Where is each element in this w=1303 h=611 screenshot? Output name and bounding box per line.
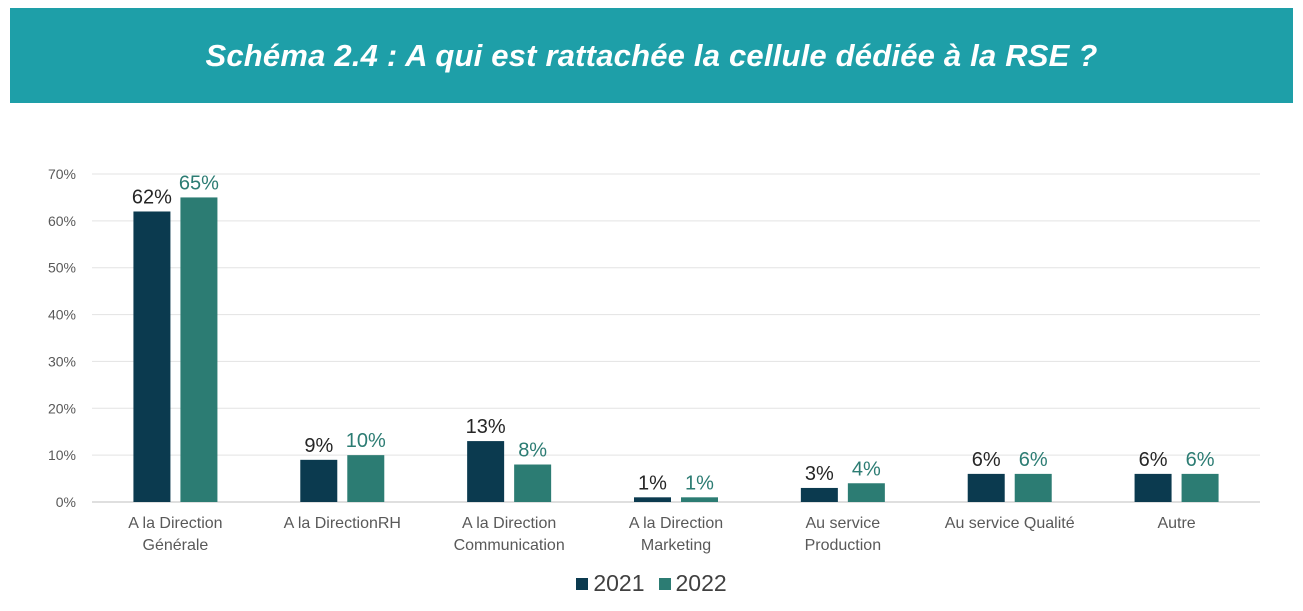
bar-2021: [967, 473, 1005, 502]
category-label: Communication: [454, 537, 565, 554]
legend-swatch-2022: [658, 577, 671, 590]
bar-2022: [681, 497, 718, 502]
category-label: Au service Qualité: [945, 515, 1075, 532]
bar-2021: [800, 487, 838, 502]
category-label: Générale: [143, 537, 209, 554]
data-label-2022: 8%: [518, 440, 547, 462]
data-label-2021: 62%: [132, 186, 172, 208]
legend-item-2021: 2021: [576, 570, 645, 597]
bar-2022: [180, 197, 218, 502]
y-tick-label: 0%: [56, 494, 76, 510]
bar-2021: [1134, 473, 1172, 502]
chart-title: Schéma 2.4 : A qui est rattachée la cell…: [205, 37, 1098, 73]
legend-swatch-2021: [576, 577, 589, 590]
legend-label-2021: 2021: [593, 570, 645, 596]
data-label-2021: 6%: [1139, 449, 1168, 471]
legend-item-2022: 2022: [658, 570, 727, 597]
data-label-2022: 65%: [179, 172, 219, 194]
y-tick-label: 70%: [48, 166, 76, 182]
bar-2021: [634, 497, 671, 502]
bar-2021: [133, 211, 171, 502]
bar-2022: [1014, 473, 1052, 502]
title-banner: Schéma 2.4 : A qui est rattachée la cell…: [10, 8, 1293, 103]
y-tick-label: 30%: [48, 353, 76, 369]
bar-chart: 0% 10% 20% 30% 40% 50% 60% 70% 62% 65% A la Direct…: [48, 166, 1260, 554]
category-label: A la Direction: [462, 515, 556, 532]
data-label-2021: 1%: [638, 472, 667, 494]
bar-2021: [300, 459, 338, 502]
bar-2021: [467, 441, 505, 502]
y-tick-label: 20%: [48, 400, 76, 416]
category-label: A la Direction: [629, 515, 723, 532]
category-label: Production: [805, 537, 882, 554]
chart-legend: 2021 2022: [0, 570, 1303, 597]
data-label-2021: 9%: [304, 435, 333, 457]
bar-2022: [1181, 473, 1219, 502]
category-label: A la DirectionRH: [284, 515, 401, 532]
category-label: A la Direction: [128, 515, 222, 532]
data-label-2022: 6%: [1019, 449, 1048, 471]
category-label: Marketing: [641, 537, 711, 554]
y-tick-label: 10%: [48, 447, 76, 463]
data-label-2021: 6%: [972, 449, 1001, 471]
legend-label-2022: 2022: [675, 570, 727, 596]
data-label-2021: 13%: [466, 416, 506, 438]
category-label: Au service: [806, 515, 881, 532]
bar-2022: [847, 483, 885, 502]
data-label-2021: 3%: [805, 463, 834, 485]
bar-2022: [514, 464, 552, 502]
data-label-2022: 4%: [852, 458, 881, 480]
data-label-2022: 10%: [346, 430, 386, 452]
category-label: Autre: [1157, 515, 1195, 532]
y-tick-label: 50%: [48, 260, 76, 276]
data-label-2022: 6%: [1186, 449, 1215, 471]
bar-2022: [347, 455, 385, 502]
data-label-2022: 1%: [685, 472, 714, 494]
y-tick-label: 40%: [48, 307, 76, 323]
y-tick-label: 60%: [48, 213, 76, 229]
